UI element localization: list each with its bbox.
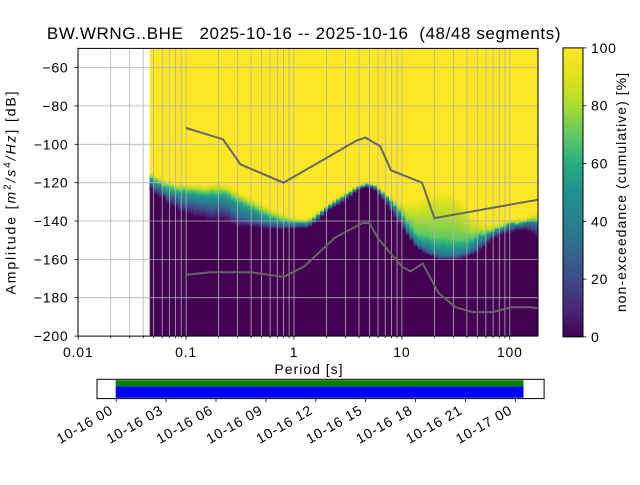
svg-text:−60: −60 <box>42 60 68 76</box>
svg-text:BW.WRNG..BHE 2025-10-16 -- 2: BW.WRNG..BHE 2025-10-16 -- 2025-10-16 (4… <box>47 24 561 43</box>
svg-text:−200: −200 <box>34 328 69 344</box>
svg-text:100: 100 <box>591 40 617 56</box>
svg-text:60: 60 <box>591 156 608 172</box>
svg-text:20: 20 <box>591 271 608 287</box>
svg-text:Amplitude [m2/s4/Hz] [dB]: Amplitude [m2/s4/Hz] [dB] <box>3 90 19 295</box>
svg-text:−160: −160 <box>34 251 69 267</box>
svg-text:0.01: 0.01 <box>63 344 93 360</box>
svg-text:−180: −180 <box>34 290 69 306</box>
svg-text:−140: −140 <box>34 213 69 229</box>
svg-text:0.1: 0.1 <box>175 344 197 360</box>
svg-text:non-exceedance (cumulative) [%: non-exceedance (cumulative) [%] <box>613 72 629 312</box>
svg-text:1: 1 <box>290 344 299 360</box>
svg-text:0: 0 <box>591 329 600 345</box>
svg-text:100: 100 <box>497 344 523 360</box>
svg-text:40: 40 <box>591 213 608 229</box>
svg-text:Period [s]: Period [s] <box>274 361 343 377</box>
svg-text:−120: −120 <box>34 175 69 191</box>
svg-text:10: 10 <box>393 344 410 360</box>
svg-text:−100: −100 <box>34 136 69 152</box>
svg-text:80: 80 <box>591 98 608 114</box>
svg-text:−80: −80 <box>42 98 68 114</box>
